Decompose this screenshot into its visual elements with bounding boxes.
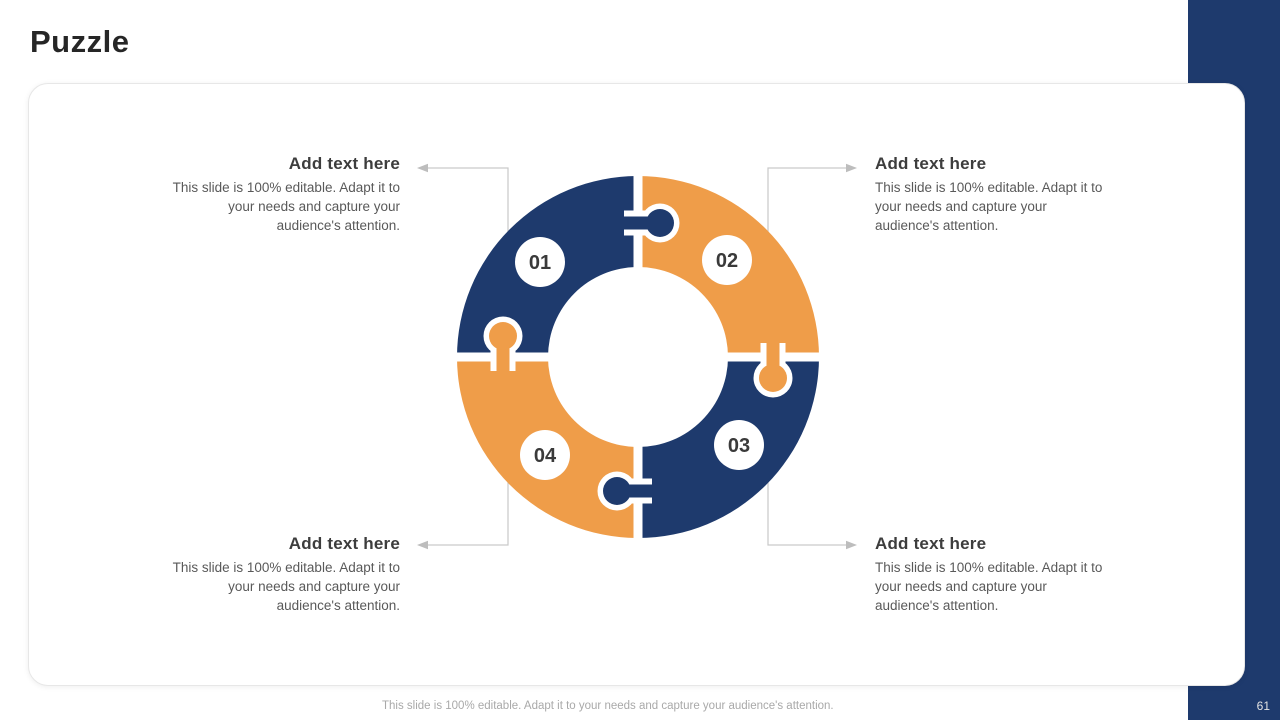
text-block-bottom-right: Add text here This slide is 100% editabl… bbox=[875, 534, 1112, 616]
block-heading: Add text here bbox=[875, 534, 987, 553]
slide-title: Puzzle bbox=[30, 24, 130, 59]
text-block-top-left: Add text here This slide is 100% editabl… bbox=[163, 154, 400, 236]
block-body: This slide is 100% editable. Adapt it to… bbox=[172, 180, 400, 233]
block-heading: Add text here bbox=[288, 154, 400, 173]
page-number: 61 bbox=[1256, 699, 1270, 713]
text-block-bottom-left: Add text here This slide is 100% editabl… bbox=[163, 534, 400, 616]
block-heading: Add text here bbox=[288, 534, 400, 553]
footer-note: This slide is 100% editable. Adapt it to… bbox=[382, 700, 834, 712]
text-block-top-right: Add text here This slide is 100% editabl… bbox=[875, 154, 1112, 236]
block-body: This slide is 100% editable. Adapt it to… bbox=[172, 560, 400, 613]
block-heading: Add text here bbox=[875, 154, 987, 173]
block-body: This slide is 100% editable. Adapt it to… bbox=[875, 180, 1103, 233]
block-body: This slide is 100% editable. Adapt it to… bbox=[875, 560, 1103, 613]
